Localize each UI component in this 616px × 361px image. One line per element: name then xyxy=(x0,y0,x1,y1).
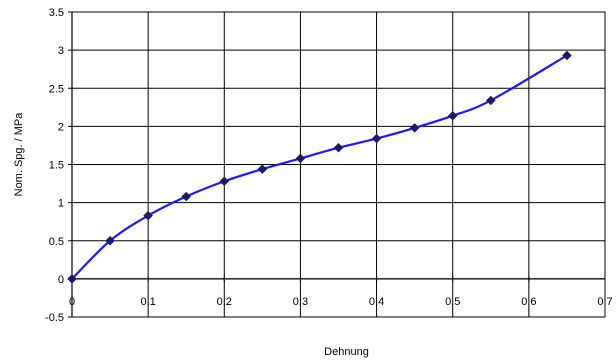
x-tick-label: 0.2 xyxy=(217,296,232,308)
data-point-marker xyxy=(447,110,458,121)
x-tick-label: 0.1 xyxy=(140,296,155,308)
y-tick-label: 3 xyxy=(58,45,64,57)
x-tick-label: 0.5 xyxy=(445,296,460,308)
y-tick-label: 1.5 xyxy=(49,160,64,172)
data-point-marker xyxy=(371,133,382,144)
data-point-marker xyxy=(485,95,496,106)
series-line xyxy=(71,54,568,280)
y-tick-label: 0.5 xyxy=(49,236,64,248)
y-tick-label: -0.5 xyxy=(45,312,64,324)
data-point-marker xyxy=(219,176,230,187)
series-layer xyxy=(67,50,572,284)
data-point-marker xyxy=(257,164,268,174)
data-point-marker xyxy=(67,274,77,284)
data-point-marker xyxy=(181,191,192,202)
data-point-marker xyxy=(143,210,153,221)
y-tick-label: 1 xyxy=(58,198,64,210)
y-tick-label: 2.5 xyxy=(49,83,64,95)
tick-labels: -0.5 0 0.5 1 1.5 2 2.5 3 3.5 0 0.1 0.2 0.3 0.4 0.5 0.6 0… xyxy=(45,7,613,324)
x-axis-label: Dehnung xyxy=(324,346,369,358)
y-tick-label: 3.5 xyxy=(49,7,64,19)
grid xyxy=(71,11,606,318)
y-axis-label: Nom. Spg. / MPa xyxy=(13,112,25,197)
data-point-marker xyxy=(562,50,572,61)
x-tick-label: 0.4 xyxy=(369,296,384,308)
x-tick-label: 0.3 xyxy=(293,296,308,308)
x-tick-label: 0.6 xyxy=(521,296,536,308)
x-tick-label: 0.7 xyxy=(597,296,612,308)
y-tick-label: 0 xyxy=(58,274,64,286)
data-point-marker xyxy=(409,123,420,133)
data-point-marker xyxy=(295,153,306,164)
data-point-marker xyxy=(333,142,344,153)
x-tick-label: 0 xyxy=(69,296,75,308)
axes xyxy=(68,11,606,318)
y-tick-label: 2 xyxy=(58,121,64,133)
data-point-marker xyxy=(105,235,115,246)
